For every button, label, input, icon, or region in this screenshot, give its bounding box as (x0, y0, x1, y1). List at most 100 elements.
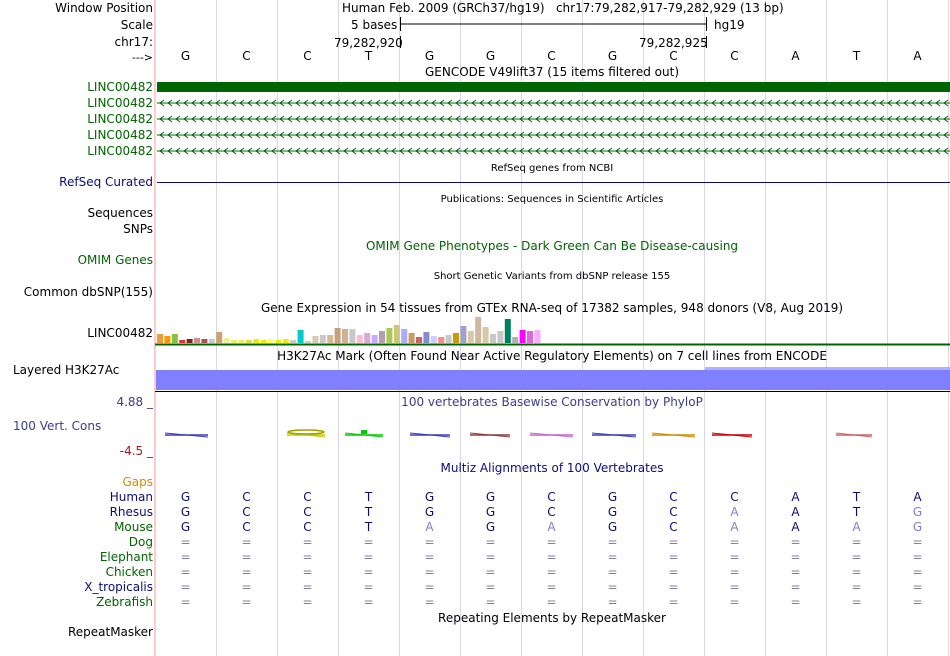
species-label[interactable]: Mouse (114, 520, 153, 534)
alignment-base: = (424, 535, 435, 549)
gencode-strand-arrow (919, 131, 925, 139)
gencode-strand-arrow (375, 99, 381, 107)
gencode-strand-arrow (679, 115, 685, 123)
gencode-strand-arrow (535, 131, 541, 139)
h3k27ac-track-label[interactable]: Layered H3K27Ac (13, 363, 120, 377)
gtex-tissue-bar (282, 339, 289, 343)
alignment-base: = (729, 580, 740, 594)
gencode-gene-label[interactable]: LINC00482 (87, 144, 153, 158)
gencode-strand-arrow (743, 131, 749, 139)
gencode-strand-arrow (615, 131, 621, 139)
species-label[interactable]: Dog (128, 535, 153, 549)
alignment-base: C (303, 520, 312, 534)
species-label[interactable]: Rhesus (109, 505, 153, 519)
gencode-strand-arrow (671, 131, 677, 139)
gencode-strand-arrow (687, 99, 693, 107)
gencode-strand-arrow (503, 131, 509, 139)
gencode-strand-arrow (519, 115, 525, 123)
gaps-track-label[interactable]: Gaps (122, 475, 153, 489)
gencode-strand-arrow (927, 99, 933, 107)
gencode-strand-arrow (775, 99, 781, 107)
omim-track-title[interactable]: OMIM Gene Phenotypes - Dark Green Can Be… (365, 239, 739, 253)
gencode-strand-arrow (447, 99, 453, 107)
gencode-strand-arrow (407, 131, 413, 139)
reference-base: C (669, 49, 678, 63)
gencode-strand-arrow (831, 115, 837, 123)
gencode-strand-arrow (919, 99, 925, 107)
species-label[interactable]: Human (109, 490, 153, 504)
alignment-base: = (912, 550, 923, 564)
gencode-strand-arrow (279, 131, 285, 139)
alignment-base: T (852, 505, 861, 519)
repeatmasker-track-title[interactable]: Repeating Elements by RepeatMasker (438, 611, 666, 625)
h3k27ac-track-title[interactable]: H3K27Ac Mark (Often Found Near Active Re… (277, 349, 827, 363)
alignment-base: = (851, 535, 862, 549)
alignment-base: T (364, 490, 373, 504)
gencode-gene-label[interactable]: LINC00482 (87, 80, 153, 94)
gencode-strand-arrow (599, 131, 605, 139)
phylop-min-value: -4.5 _ (119, 444, 153, 458)
gtex-track-label[interactable]: LINC00482 (87, 326, 153, 340)
species-label[interactable]: X_tropicalis (84, 580, 153, 594)
gencode-strand-arrow (423, 115, 429, 123)
phylop-track-title[interactable]: 100 vertebrates Basewise Conservation by… (401, 395, 703, 409)
dbsnp-track-title[interactable]: Short Genetic Variants from dbSNP releas… (433, 271, 671, 282)
gencode-strand-arrow (439, 131, 445, 139)
gtex-tissue-bar (179, 340, 186, 343)
h3k27ac-signal-peak (705, 367, 950, 370)
alignment-base: = (424, 595, 435, 609)
gencode-strand-arrow (655, 99, 661, 107)
gencode-strand-arrow (303, 99, 309, 107)
gencode-strand-arrow (199, 115, 205, 123)
publications-sequences-label[interactable]: Sequences (87, 206, 153, 220)
refseq-track-label[interactable]: RefSeq Curated (59, 175, 153, 189)
alignment-base: = (180, 580, 191, 594)
gencode-strand-arrow (711, 131, 717, 139)
alignment-base: = (485, 535, 496, 549)
species-label[interactable]: Elephant (99, 550, 153, 564)
alignment-base: = (790, 595, 801, 609)
gencode-gene-label[interactable]: LINC00482 (87, 128, 153, 142)
gencode-strand-arrow (327, 147, 333, 155)
publications-snps-label[interactable]: SNPs (123, 222, 153, 236)
gencode-strand-arrow (543, 147, 549, 155)
gencode-strand-arrow (287, 115, 293, 123)
species-label[interactable]: Zebrafish (96, 595, 153, 609)
gencode-strand-arrow (343, 115, 349, 123)
gencode-strand-arrow (359, 115, 365, 123)
gencode-strand-arrow (423, 147, 429, 155)
phylop-score-glyph (344, 432, 384, 438)
gencode-strand-arrow (183, 131, 189, 139)
alignment-base: = (180, 535, 191, 549)
gencode-gene-label[interactable]: LINC00482 (87, 96, 153, 110)
gencode-track-title[interactable]: GENCODE V49lift37 (15 items filtered out… (424, 65, 680, 79)
dbsnp-track-label[interactable]: Common dbSNP(155) (23, 285, 153, 299)
alignment-base: = (607, 535, 618, 549)
gencode-strand-arrow (199, 99, 205, 107)
repeatmasker-track-label[interactable]: RepeatMasker (67, 625, 153, 639)
multiz-track-title[interactable]: Multiz Alignments of 100 Vertebrates (440, 461, 664, 475)
gencode-strand-arrow (551, 131, 557, 139)
refseq-track-title[interactable]: RefSeq genes from NCBI (490, 163, 614, 174)
species-label[interactable]: Chicken (105, 565, 153, 579)
gtex-tissue-bar (216, 332, 223, 343)
gencode-strand-arrow (799, 99, 805, 107)
gencode-strand-arrow (175, 147, 181, 155)
gencode-strand-arrow (431, 131, 437, 139)
omim-track-label[interactable]: OMIM Genes (77, 253, 153, 267)
gencode-gene-label[interactable]: LINC00482 (87, 112, 153, 126)
gencode-strand-arrow (455, 115, 461, 123)
alignment-base: = (485, 580, 496, 594)
gencode-strand-arrow (871, 147, 877, 155)
alignment-base: = (485, 595, 496, 609)
gtex-track-title[interactable]: Gene Expression in 54 tissues from GTEx … (260, 301, 844, 315)
publications-track-title[interactable]: Publications: Sequences in Scientific Ar… (440, 194, 664, 205)
gencode-strand-arrow (911, 147, 917, 155)
phylop-track-label[interactable]: 100 Vert. Cons (13, 419, 102, 433)
gencode-strand-arrow (383, 115, 389, 123)
gencode-strand-arrow (791, 99, 797, 107)
gencode-strand-arrow (215, 99, 221, 107)
gtex-tissue-bar (319, 335, 326, 343)
gencode-strand-arrow (439, 147, 445, 155)
